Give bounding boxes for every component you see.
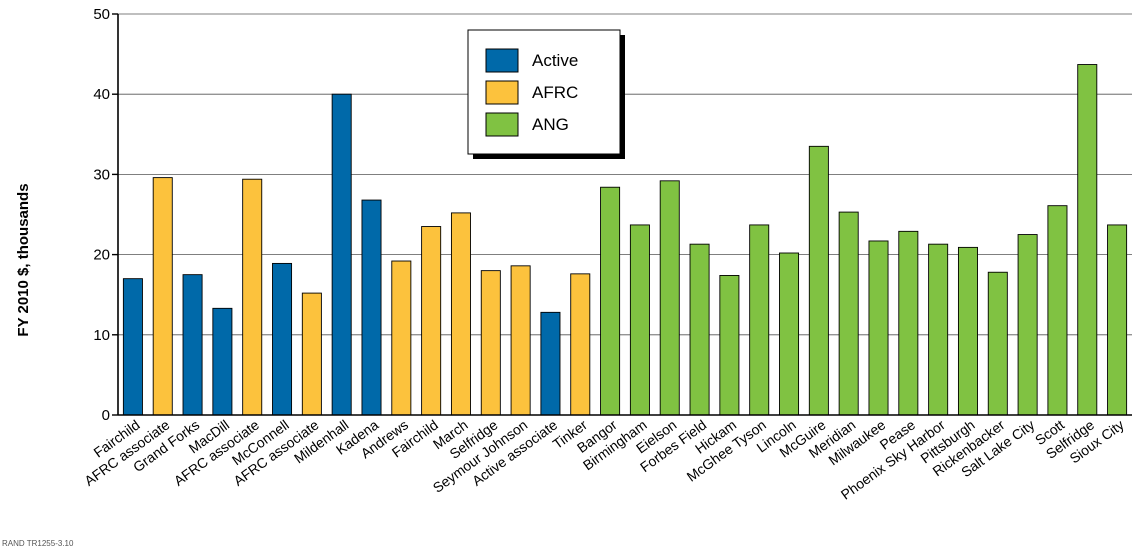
y-tick-label: 10 [93,327,110,344]
bar [719,275,740,416]
y-tick-label: 50 [93,6,110,23]
bar [689,243,710,416]
bar [182,274,203,416]
legend: Active AFRC ANG [467,29,625,159]
y-tick-label: 0 [102,407,110,424]
legend-swatch [485,80,519,105]
bar [152,177,173,416]
bar [122,278,143,416]
bar [957,246,978,416]
bar [600,186,621,416]
legend-label: ANG [532,115,569,134]
bar [421,226,442,416]
y-tick-label: 40 [93,86,110,103]
legend-swatch [485,48,519,73]
bar [540,311,561,416]
bar [331,93,352,416]
bar [659,180,680,416]
bar [510,265,531,416]
figure-id: RAND TR1255-3.10 [2,539,74,548]
bar [898,230,919,416]
bar [1077,64,1098,416]
bar [808,145,829,416]
axes [112,13,1132,416]
bar [1107,224,1128,416]
bar [779,252,800,416]
bar [629,224,650,416]
y-tick-label: 30 [93,166,110,183]
bar [1047,205,1068,416]
bar [242,178,263,416]
bar [928,243,949,416]
bar [749,224,770,416]
y-axis-label: FY 2010 $, thousands [15,183,32,336]
legend-label: AFRC [532,83,578,102]
legend-label: Active [532,51,578,70]
bar [480,270,501,416]
y-tick-labels: 0 10 20 30 40 50 [93,6,110,424]
bar [868,240,889,416]
bar [361,199,382,416]
bar [1017,234,1038,416]
bar [391,260,412,416]
legend-swatch [485,112,519,137]
bar [838,211,859,416]
bar [301,292,322,416]
bar [212,307,233,416]
bar [570,273,591,416]
bar [272,262,293,416]
bar [987,271,1008,416]
y-tick-label: 20 [93,247,110,264]
bar [450,212,471,416]
